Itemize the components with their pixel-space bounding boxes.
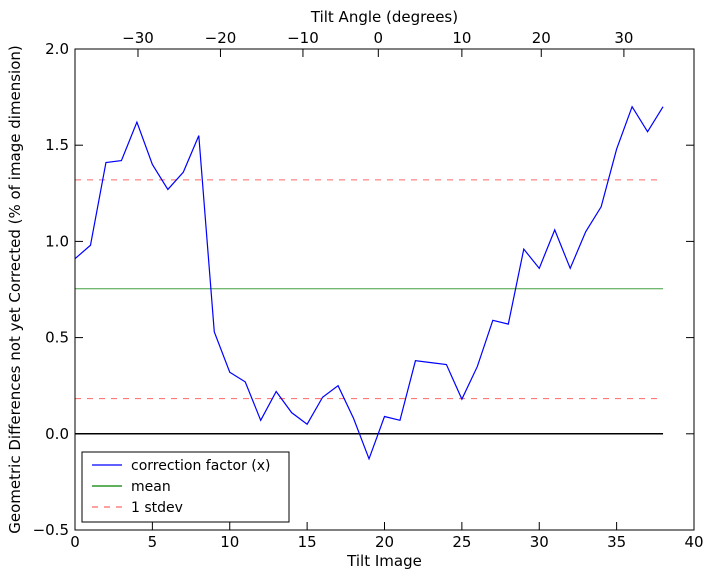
y-tick-label: 0.0 bbox=[45, 425, 69, 443]
top-tick-label: −10 bbox=[287, 29, 319, 47]
legend: correction factor (x) mean 1 stdev bbox=[81, 451, 290, 523]
x-tick-label: 15 bbox=[298, 533, 317, 551]
top-axis-title: Tilt Angle (degrees) bbox=[310, 8, 458, 26]
legend-label: mean bbox=[131, 479, 171, 495]
x-axis-ticks: 0 5 10 15 20 25 30 35 40 bbox=[70, 522, 704, 551]
data-series bbox=[74, 105, 664, 461]
top-tick-label: −20 bbox=[205, 29, 237, 47]
y-tick-label: −0.5 bbox=[33, 521, 69, 539]
series-line-0 bbox=[74, 105, 664, 461]
x-tick-label: 30 bbox=[530, 533, 549, 551]
y-axis-ticks: −0.5 0.0 0.5 1.0 1.5 2.0 bbox=[33, 40, 694, 539]
reference-lines bbox=[75, 179, 664, 435]
y-tick-label: 1.5 bbox=[45, 136, 69, 154]
x-tick-label: 40 bbox=[684, 533, 703, 551]
x-tick-label: 25 bbox=[452, 533, 471, 551]
x-tick-label: 5 bbox=[148, 533, 158, 551]
x-tick-label: 0 bbox=[70, 533, 80, 551]
legend-box bbox=[81, 451, 290, 523]
top-tick-label: −30 bbox=[122, 29, 154, 47]
top-tick-label: 10 bbox=[452, 29, 471, 47]
top-tick-label: 30 bbox=[614, 29, 633, 47]
y-tick-label: 1.0 bbox=[45, 232, 69, 250]
top-axis-ticks: −30 −20 −10 0 10 20 30 bbox=[122, 29, 633, 57]
plot-area-background bbox=[75, 49, 694, 530]
x-tick-label: 10 bbox=[220, 533, 239, 551]
x-tick-label: 35 bbox=[607, 533, 626, 551]
x-axis-title: Tilt Image bbox=[346, 552, 422, 570]
legend-label: correction factor (x) bbox=[131, 458, 270, 474]
top-tick-label: 0 bbox=[374, 29, 384, 47]
y-tick-label: 2.0 bbox=[45, 40, 69, 58]
y-axis-title: Geometric Differences not yet Corrected … bbox=[6, 45, 24, 534]
top-tick-label: 20 bbox=[532, 29, 551, 47]
x-tick-label: 20 bbox=[375, 533, 394, 551]
y-tick-label: 0.5 bbox=[45, 329, 69, 347]
legend-label: 1 stdev bbox=[131, 500, 183, 516]
